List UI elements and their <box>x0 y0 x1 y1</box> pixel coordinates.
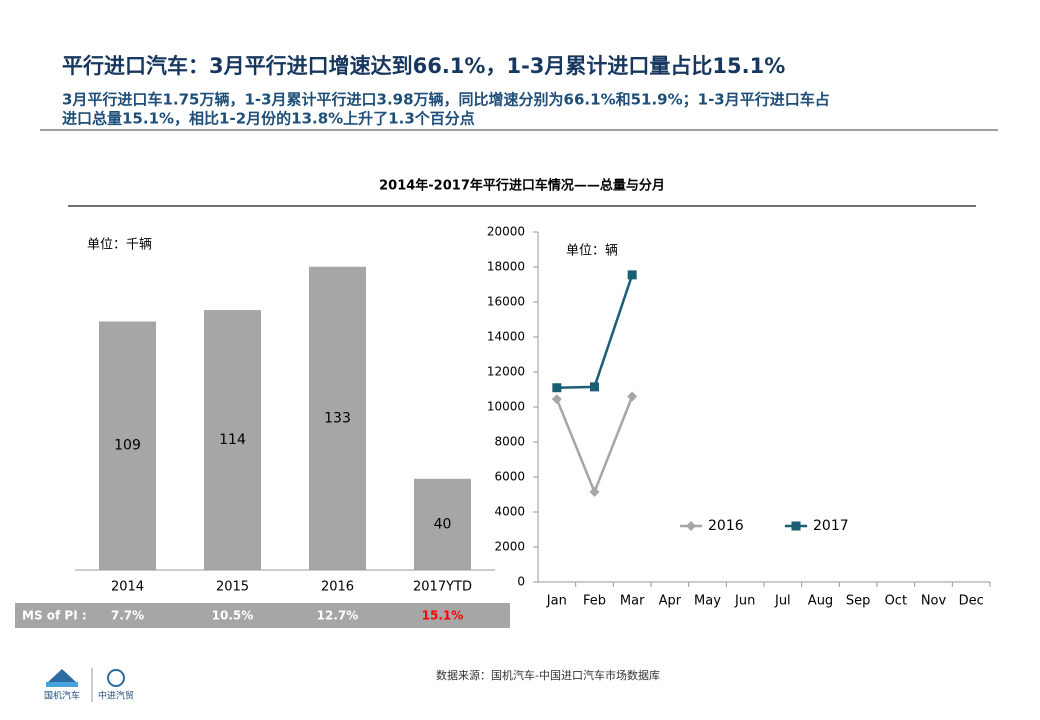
marker <box>552 383 562 393</box>
x-tick-label: 2014 <box>111 580 144 595</box>
marker <box>551 394 562 405</box>
x-tick-label: Sep <box>846 594 871 609</box>
logo-text: 国机汽车 <box>44 690 80 702</box>
x-tick-label: May <box>694 594 721 609</box>
x-tick-label: Dec <box>959 594 984 609</box>
y-tick-label: 8000 <box>494 435 525 449</box>
x-tick-label: 2017YTD <box>413 580 472 595</box>
bar <box>204 310 261 570</box>
subtitle-line: 进口总量15.1%，相比1-2月份的13.8%上升了1.3个百分点 <box>62 110 475 128</box>
logo-text: 中进汽贸 <box>98 690 134 702</box>
slide-title: 平行进口汽车：3月平行进口增速达到66.1%，1-3月累计进口量占比15.1% <box>62 54 785 78</box>
x-tick-label: Nov <box>921 594 947 609</box>
bar <box>414 478 471 570</box>
y-tick-label: 12000 <box>487 365 525 379</box>
logo-mark <box>46 682 78 687</box>
x-tick-label: Oct <box>885 594 907 609</box>
x-tick-label: Apr <box>659 594 682 609</box>
logo: 国机汽车 中进汽贸 <box>44 668 134 702</box>
logo-mark <box>48 669 76 682</box>
x-tick-label: Aug <box>808 594 833 609</box>
legend-label: 2017 <box>813 518 849 534</box>
unit-label: 单位：千辆 <box>87 238 152 253</box>
x-tick-label: Jan <box>546 594 567 609</box>
data-label: 133 <box>324 410 351 426</box>
marker <box>791 521 801 531</box>
x-tick-label: 2015 <box>216 580 249 595</box>
share-row-bg <box>15 603 510 628</box>
marker <box>590 382 599 392</box>
legend-label: 2016 <box>708 518 744 534</box>
y-tick-label: 20000 <box>487 225 525 239</box>
x-tick-label: Mar <box>620 594 645 609</box>
y-tick-label: 2000 <box>494 540 525 554</box>
panel-title: 2014年-2017年平行进口车情况——总量与分月 <box>379 178 665 194</box>
logo-mark <box>107 669 125 687</box>
subtitle-line: 3月平行进口车1.75万辆，1-3月累计平行进口3.98万辆，同比增速分别为66… <box>62 91 830 109</box>
y-tick-label: 16000 <box>487 295 525 309</box>
y-tick-label: 18000 <box>487 260 525 274</box>
x-tick-label: Feb <box>583 594 606 609</box>
y-tick-label: 6000 <box>494 470 525 484</box>
x-tick-label: 2016 <box>321 580 354 595</box>
y-tick-label: 10000 <box>487 400 525 414</box>
share-cell: 15.1% <box>422 609 464 623</box>
x-tick-label: Jul <box>774 594 791 609</box>
bar <box>99 321 156 570</box>
share-cell: 7.7% <box>111 609 144 623</box>
share-cell: 10.5% <box>212 609 254 623</box>
marker <box>686 521 696 531</box>
y-tick-label: 14000 <box>487 330 525 344</box>
share-label: MS of PI : <box>22 609 87 623</box>
data-label: 40 <box>434 516 452 532</box>
data-label: 114 <box>219 432 246 448</box>
share-cell: 12.7% <box>317 609 359 623</box>
bar <box>309 266 366 570</box>
x-tick-label: Jun <box>734 594 755 609</box>
y-tick-label: 0 <box>517 575 525 589</box>
y-tick-label: 4000 <box>494 505 525 519</box>
data-label: 109 <box>114 438 141 454</box>
series-line <box>556 274 634 389</box>
source: 数据来源：国机汽车-中国进口汽车市场数据库 <box>436 668 660 682</box>
marker <box>627 391 638 402</box>
series-line <box>555 396 634 496</box>
marker <box>589 486 600 497</box>
marker <box>627 270 637 280</box>
unit-label: 单位：辆 <box>566 244 618 259</box>
